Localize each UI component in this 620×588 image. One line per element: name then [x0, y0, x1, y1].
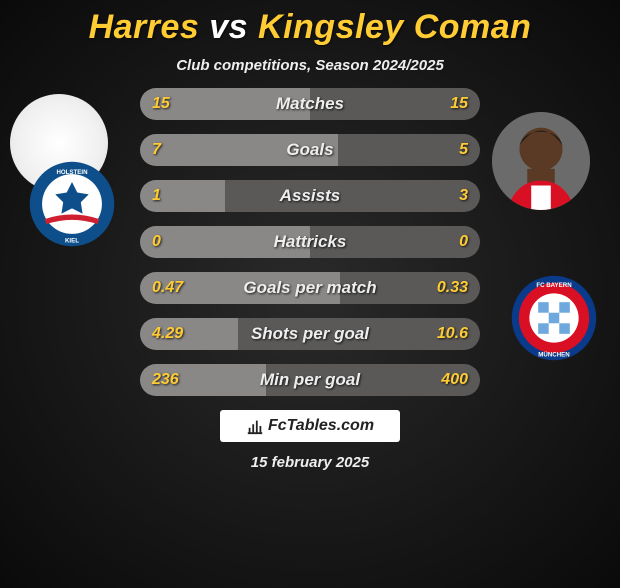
stat-row: 1Assists3 — [140, 180, 480, 212]
stat-value-right: 0.33 — [437, 272, 468, 304]
svg-text:MÜNCHEN: MÜNCHEN — [538, 352, 570, 359]
player2-avatar-image — [492, 112, 590, 210]
stat-row: 7Goals5 — [140, 134, 480, 166]
stat-value-right: 400 — [441, 364, 468, 396]
stat-label: Matches — [140, 88, 480, 120]
stat-value-right: 15 — [450, 88, 468, 120]
stat-label: Goals — [140, 134, 480, 166]
stat-value-right: 0 — [459, 226, 468, 258]
stat-label: Assists — [140, 180, 480, 212]
svg-text:FC BAYERN: FC BAYERN — [536, 282, 572, 289]
stat-value-right: 3 — [459, 180, 468, 212]
title-vs: vs — [209, 8, 258, 46]
stat-row: 0Hattricks0 — [140, 226, 480, 258]
subtitle: Club competitions, Season 2024/2025 — [0, 57, 620, 74]
brand-badge: FcTables.com — [220, 410, 400, 442]
stat-row: 236Min per goal400 — [140, 364, 480, 396]
title-player1: Harres — [89, 8, 200, 46]
stat-row: 15Matches15 — [140, 88, 480, 120]
brand-icon — [246, 417, 264, 435]
stat-label: Shots per goal — [140, 318, 480, 350]
brand-text: FcTables.com — [268, 417, 374, 435]
stat-value-right: 5 — [459, 134, 468, 166]
stat-row: 4.29Shots per goal10.6 — [140, 318, 480, 350]
player2-club-badge: FC BAYERN MÜNCHEN — [510, 274, 598, 362]
stats-list: 15Matches15 7Goals5 1Assists3 0Hattricks0 0.… — [140, 88, 480, 396]
stat-value-right: 10.6 — [437, 318, 468, 350]
player2-avatar — [492, 112, 590, 210]
stat-row: 0.47Goals per match0.33 — [140, 272, 480, 304]
stat-label: Hattricks — [140, 226, 480, 258]
stat-label: Min per goal — [140, 364, 480, 396]
svg-text:KIEL: KIEL — [65, 238, 79, 245]
title-player2: Kingsley Coman — [258, 8, 531, 46]
comparison-panel: HOLSTEIN KIEL FC BAYERN MÜNCHEN 15Matche… — [0, 88, 620, 471]
stat-label: Goals per match — [140, 272, 480, 304]
page-title: Harres vs Kingsley Coman — [0, 8, 620, 47]
player1-club-badge: HOLSTEIN KIEL — [28, 160, 116, 248]
footer-date: 15 february 2025 — [0, 454, 620, 471]
svg-text:HOLSTEIN: HOLSTEIN — [56, 169, 88, 176]
